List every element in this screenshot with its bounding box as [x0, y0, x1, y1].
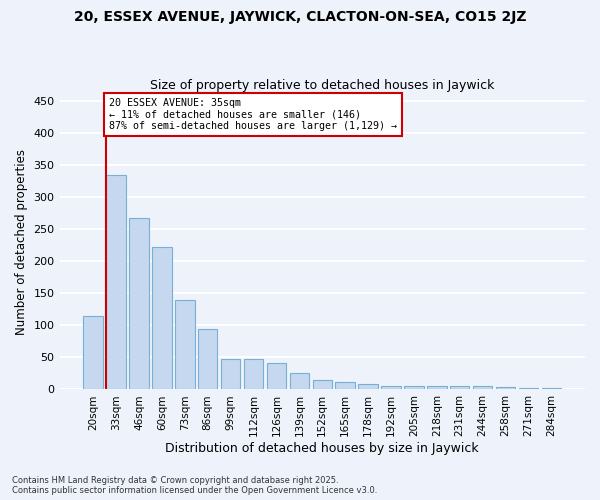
Bar	[221, 360, 241, 390]
Bar	[473, 386, 493, 390]
Bar	[404, 386, 424, 390]
Bar	[358, 384, 378, 390]
Bar	[267, 362, 286, 390]
Bar	[129, 218, 149, 390]
Bar	[335, 382, 355, 390]
Text: Contains HM Land Registry data © Crown copyright and database right 2025.
Contai: Contains HM Land Registry data © Crown c…	[12, 476, 377, 495]
Text: 20 ESSEX AVENUE: 35sqm
← 11% of detached houses are smaller (146)
87% of semi-de: 20 ESSEX AVENUE: 35sqm ← 11% of detached…	[109, 98, 397, 131]
Title: Size of property relative to detached houses in Jaywick: Size of property relative to detached ho…	[150, 79, 494, 92]
Bar	[198, 329, 217, 390]
Bar	[381, 386, 401, 390]
Bar	[496, 387, 515, 390]
Bar	[450, 386, 469, 390]
Bar	[106, 174, 126, 390]
Text: 20, ESSEX AVENUE, JAYWICK, CLACTON-ON-SEA, CO15 2JZ: 20, ESSEX AVENUE, JAYWICK, CLACTON-ON-SE…	[74, 10, 526, 24]
Bar	[83, 316, 103, 390]
Bar	[519, 388, 538, 390]
Bar	[542, 388, 561, 390]
Bar	[427, 386, 446, 390]
Bar	[244, 360, 263, 390]
X-axis label: Distribution of detached houses by size in Jaywick: Distribution of detached houses by size …	[166, 442, 479, 455]
Bar	[175, 300, 194, 390]
Bar	[313, 380, 332, 390]
Bar	[290, 374, 309, 390]
Bar	[152, 247, 172, 390]
Y-axis label: Number of detached properties: Number of detached properties	[15, 149, 28, 335]
